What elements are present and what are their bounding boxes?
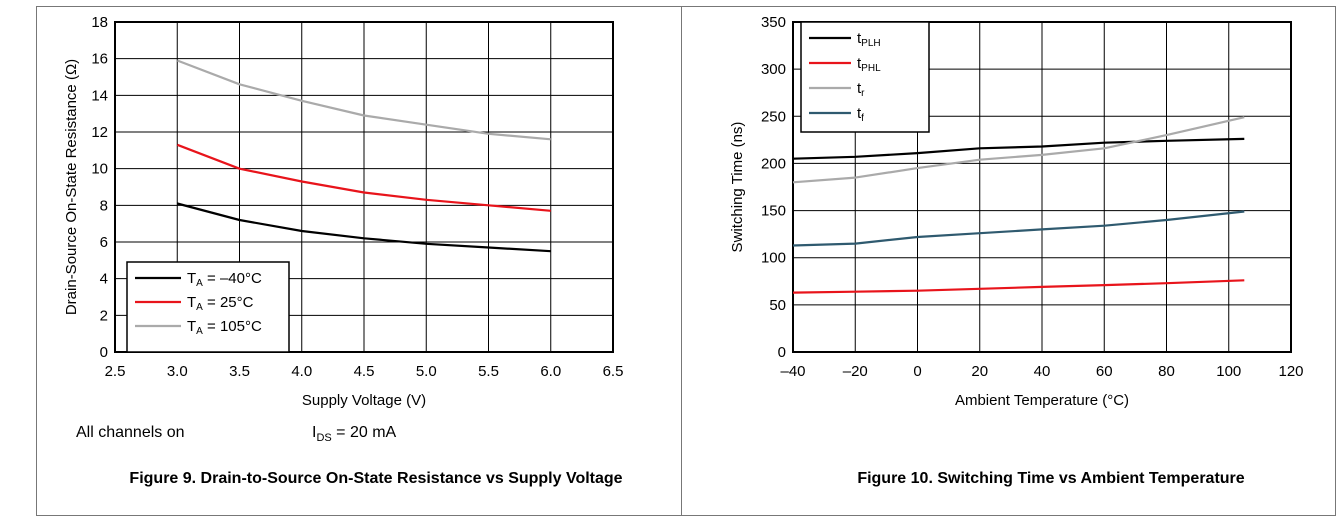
- note-ids-sub: DS: [316, 432, 332, 444]
- chart1-y-tick-label: 10: [91, 161, 108, 178]
- chart2-y-tick-label: 200: [761, 155, 786, 172]
- chart2-y-tick-label: 350: [761, 14, 786, 31]
- note-ids-current: IDS = 20 mA: [312, 424, 397, 444]
- chart2-x-tick-label: 100: [1216, 363, 1241, 380]
- chart1-series-line-2: [176, 59, 551, 141]
- chart1-series-line-1: [176, 143, 551, 212]
- chart2-y-tick-label: 50: [769, 297, 786, 314]
- chart1-legend-label-2: TA = 105°C: [187, 318, 262, 337]
- chart2-series-line-3: [792, 210, 1245, 247]
- chart1-x-tick-label: 5.5: [478, 363, 499, 380]
- chart2-y-tick-label: 150: [761, 203, 786, 220]
- chart2-x-axis-label: Ambient Temperature (°C): [955, 392, 1129, 409]
- note-all-channels: All channels on: [76, 424, 185, 441]
- chart2-x-tick-label: 60: [1096, 363, 1113, 380]
- chart1-y-tick-label: 8: [100, 197, 108, 214]
- chart1-y-tick-label: 18: [91, 14, 108, 31]
- chart1-series-line-0: [177, 202, 551, 253]
- chart1-x-tick-label: 5.0: [416, 363, 437, 380]
- chart1-y-axis-label: Drain-Source On-State Resistance (Ω): [63, 59, 80, 315]
- chart1-y-tick-label: 12: [91, 124, 108, 141]
- chart1-y-tick-label: 0: [100, 344, 108, 361]
- chart1-y-tick-label: 4: [100, 271, 108, 288]
- chart2-legend-label-1: tPHL: [857, 55, 881, 74]
- note-ids-main: I: [312, 424, 317, 441]
- chart2-legend-label-0: tPLH: [857, 30, 881, 49]
- figure-divider: [681, 6, 682, 516]
- chart2-series-line-0: [792, 137, 1245, 160]
- chart2-series-line-2: [792, 116, 1245, 184]
- chart2-x-tick-label: 80: [1158, 363, 1175, 380]
- chart2-x-tick-label: –20: [843, 363, 868, 380]
- chart2-y-tick-label: 0: [778, 344, 786, 361]
- chart1-x-tick-label: 4.5: [354, 363, 375, 380]
- chart1-y-tick-label: 6: [100, 234, 108, 251]
- chart2-plot-border: [792, 21, 1292, 353]
- chart1-x-tick-label: 6.0: [540, 363, 561, 380]
- chart1-x-tick-label: 2.5: [105, 363, 126, 380]
- chart2-y-tick-label: 100: [761, 250, 786, 267]
- figure9-caption: Figure 9. Drain-to-Source On-State Resis…: [129, 470, 623, 487]
- chart2-legend-label-2: tr: [857, 80, 865, 99]
- chart1-plot-border: [114, 21, 614, 353]
- chart1-x-tick-label: 3.5: [229, 363, 250, 380]
- chart1-y-tick-label: 14: [91, 87, 108, 104]
- figure-frame: [36, 6, 1336, 516]
- figure10-caption: Figure 10. Switching Time vs Ambient Tem…: [857, 470, 1245, 487]
- chart2-y-tick-label: 300: [761, 61, 786, 78]
- chart2-legend-label-3: tf: [857, 105, 864, 124]
- chart2-x-tick-label: 0: [913, 363, 921, 380]
- chart1-x-axis-label: Supply Voltage (V): [302, 392, 426, 409]
- chart1-x-tick-label: 6.5: [603, 363, 624, 380]
- chart2-y-axis-label: Switching Time (ns): [729, 122, 746, 253]
- chart1-x-tick-label: 4.0: [291, 363, 312, 380]
- note-ids-rest: = 20 mA: [331, 424, 397, 441]
- chart1-y-tick-label: 16: [91, 51, 108, 68]
- chart1-legend-label-0: TA = –40°C: [187, 270, 262, 289]
- chart2-x-tick-label: 20: [971, 363, 988, 380]
- chart1-y-tick-label: 2: [100, 307, 108, 324]
- chart2-x-tick-label: –40: [780, 363, 805, 380]
- chart1-x-tick-label: 3.0: [167, 363, 188, 380]
- chart2-series-line-1: [792, 279, 1245, 294]
- chart2-x-tick-label: 120: [1278, 363, 1303, 380]
- chart2-y-tick-label: 250: [761, 108, 786, 125]
- chart1-legend-label-1: TA = 25°C: [187, 294, 254, 313]
- chart2-x-tick-label: 40: [1034, 363, 1051, 380]
